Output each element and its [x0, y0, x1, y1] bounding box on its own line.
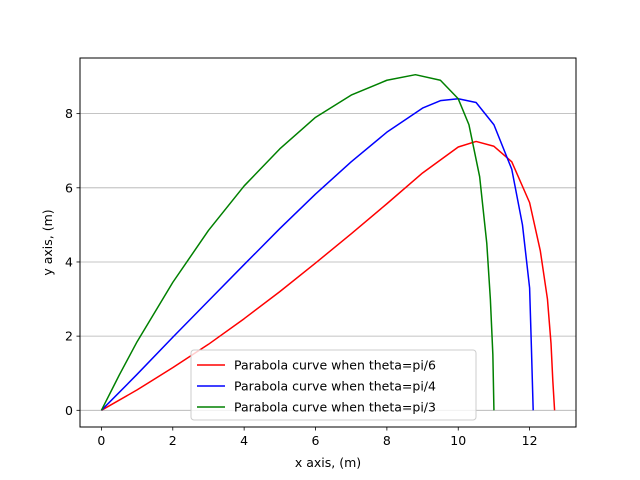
- legend: Parabola curve when theta=pi/6 Parabola c…: [190, 349, 477, 421]
- series-line-1: [101, 140, 556, 411]
- y-tick-label: 2: [65, 329, 73, 344]
- y-tick-label: 4: [65, 254, 73, 269]
- y-tick-label: 0: [65, 403, 73, 418]
- x-tick-label: 8: [383, 433, 391, 448]
- x-tick-label: 12: [522, 433, 538, 448]
- x-tick-label: 4: [240, 433, 248, 448]
- series-line-2: [100, 98, 534, 411]
- legend-entries: Parabola curve when theta=pi/6 Parabola c…: [197, 358, 436, 415]
- x-axis-label: x axis, (m): [295, 455, 361, 470]
- series-lines: [100, 73, 556, 411]
- y-axis-ticks: 0 2 4 6 8: [65, 106, 80, 418]
- x-tick-label: 6: [312, 433, 320, 448]
- y-tick-label: 6: [65, 180, 73, 195]
- legend-frame: [190, 349, 477, 421]
- x-tick-label: 2: [169, 433, 177, 448]
- legend-label-1: Parabola curve when theta=pi/6: [234, 358, 436, 373]
- legend-label-3: Parabola curve when theta=pi/3: [234, 400, 436, 415]
- plot-area-frame: [79, 57, 577, 428]
- legend-label-2: Parabola curve when theta=pi/4: [234, 379, 436, 394]
- series-line-3: [100, 73, 495, 411]
- x-tick-label: 10: [450, 433, 466, 448]
- y-axis-label: y axis, (m): [40, 209, 55, 275]
- x-tick-label: 0: [97, 433, 105, 448]
- x-axis-ticks: 0 2 4 6 8 10 12: [97, 427, 538, 448]
- y-tick-label: 8: [65, 106, 73, 121]
